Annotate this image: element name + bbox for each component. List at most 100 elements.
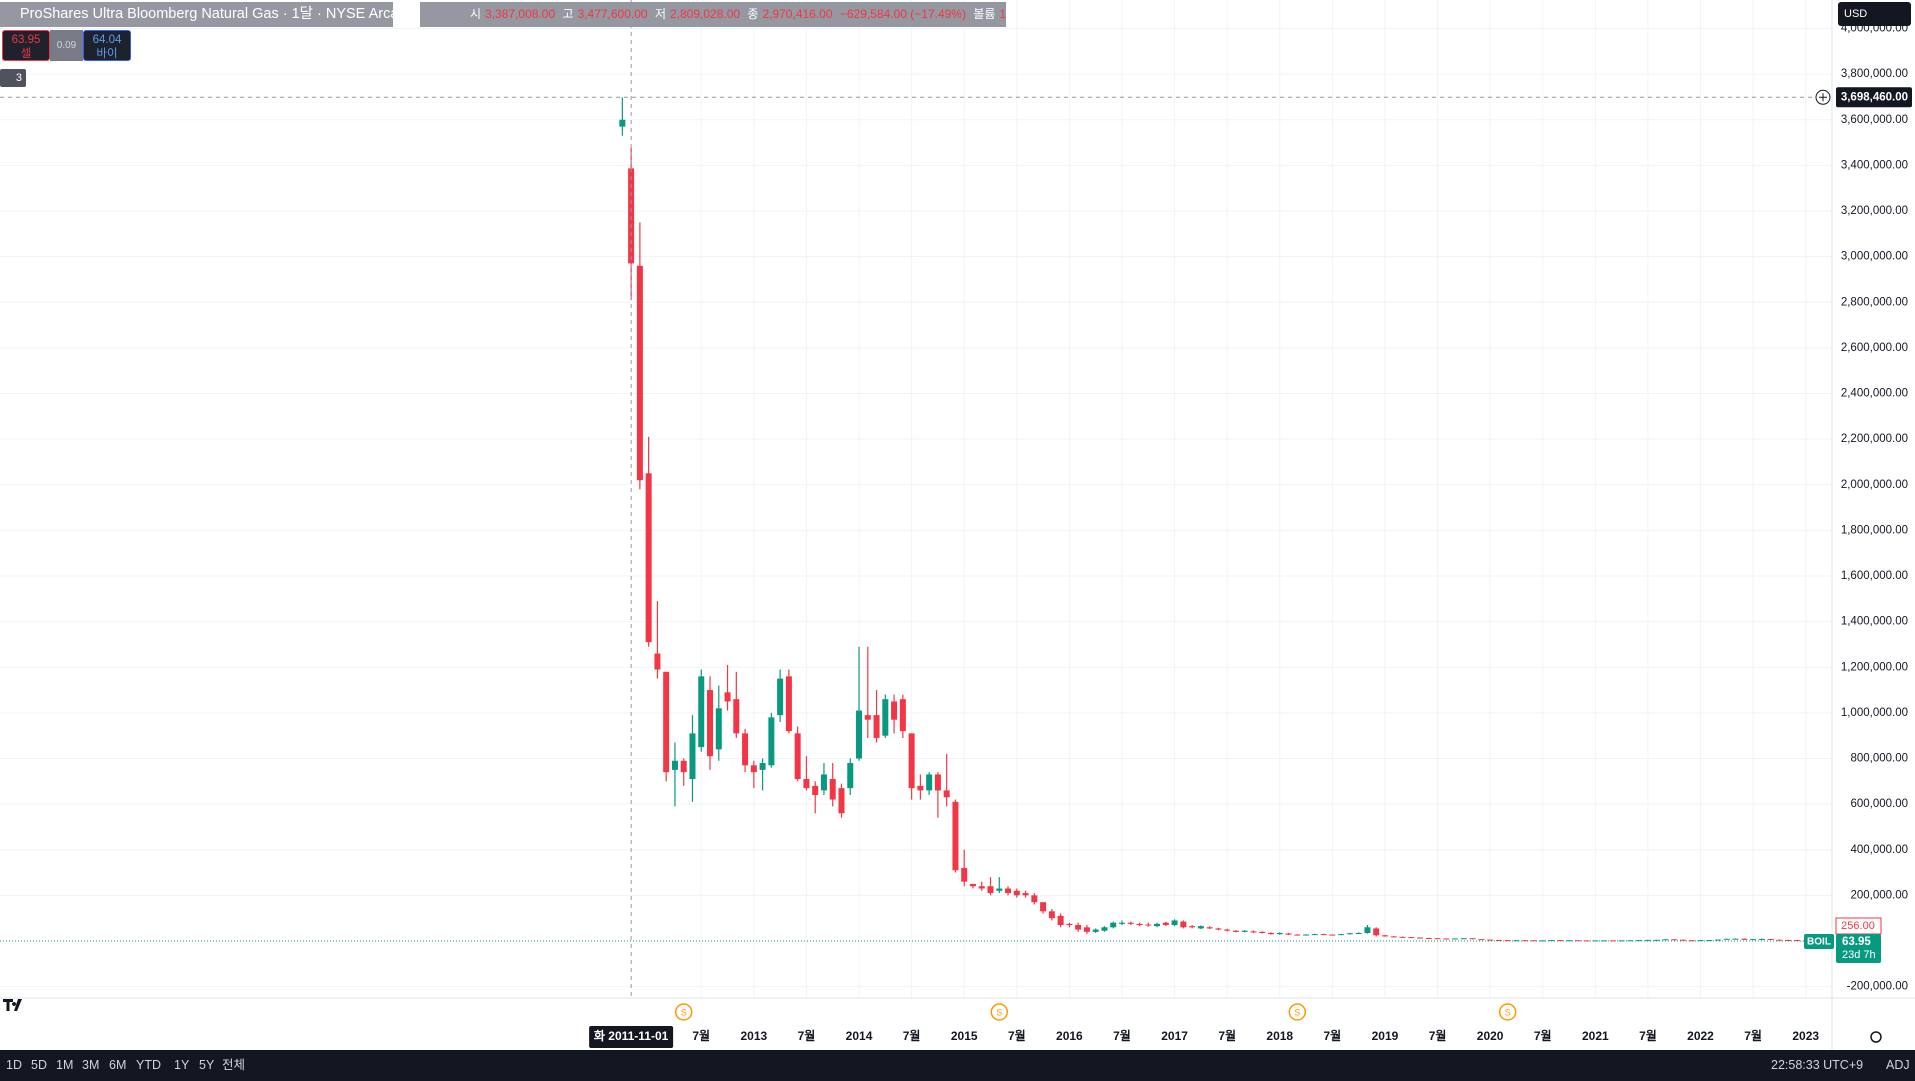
y-tick-label: 2,200,000.00 bbox=[1841, 433, 1908, 445]
buy-button[interactable]: 64.04 바이 bbox=[83, 30, 131, 61]
candle-body bbox=[1373, 928, 1380, 936]
candle-body bbox=[1417, 937, 1424, 939]
candle-body bbox=[1180, 921, 1187, 928]
candle-body bbox=[1171, 920, 1178, 926]
crosshair-y-label-bg bbox=[1836, 87, 1912, 108]
price-marker-label: 256.00 bbox=[1841, 920, 1875, 932]
buy-price: 64.04 bbox=[92, 34, 122, 46]
ohlc-key: 시 bbox=[470, 7, 482, 21]
candle-body bbox=[908, 733, 915, 789]
candle-body bbox=[1390, 936, 1397, 938]
candle-body bbox=[663, 671, 670, 773]
x-tick-label: 7월 bbox=[1744, 1028, 1762, 1043]
candle-body bbox=[847, 763, 854, 789]
x-tick-label: 7월 bbox=[1113, 1028, 1131, 1043]
candle-body bbox=[1311, 934, 1318, 936]
candle-body bbox=[1022, 893, 1029, 896]
ohlc-value: 2,970,416.00 bbox=[762, 7, 833, 21]
x-tick-label: 7월 bbox=[692, 1028, 710, 1043]
candle-body bbox=[1206, 927, 1213, 929]
candle-body bbox=[1715, 939, 1722, 941]
range-button[interactable]: 5D bbox=[31, 1058, 47, 1072]
buy-label: 바이 bbox=[96, 48, 118, 60]
candle-body bbox=[733, 699, 740, 734]
y-tick-label: 2,000,000.00 bbox=[1841, 479, 1908, 491]
x-tick-label: 7월 bbox=[903, 1028, 921, 1043]
candle-body bbox=[1268, 932, 1275, 935]
candle-body bbox=[873, 715, 880, 738]
candle-body bbox=[1495, 939, 1502, 941]
countdown-label: 23d 7h bbox=[1842, 949, 1876, 961]
range-button[interactable]: 1Y bbox=[174, 1058, 190, 1072]
candle-body bbox=[1653, 939, 1660, 941]
candle-body bbox=[1031, 895, 1038, 903]
candle-body bbox=[671, 760, 678, 770]
candle-body bbox=[1793, 940, 1800, 942]
event-marker bbox=[1288, 1003, 1307, 1021]
candle-body bbox=[969, 883, 976, 887]
candle-body bbox=[1040, 902, 1047, 912]
range-button[interactable]: 1D bbox=[6, 1058, 22, 1072]
candle-body bbox=[628, 168, 635, 264]
range-button[interactable]: 5Y bbox=[199, 1058, 215, 1072]
y-tick-label: 2,600,000.00 bbox=[1841, 342, 1908, 354]
sell-button[interactable]: 63.95 셀 bbox=[2, 30, 50, 61]
y-tick-label: 3,400,000.00 bbox=[1841, 159, 1908, 171]
currency-button[interactable]: USD bbox=[1838, 2, 1911, 26]
candle-body bbox=[891, 701, 898, 720]
candle-body bbox=[1487, 939, 1494, 941]
candle-body bbox=[882, 699, 889, 736]
candle-body bbox=[1197, 926, 1204, 929]
x-tick-label: 2017 bbox=[1161, 1029, 1188, 1043]
candle-body bbox=[1706, 940, 1713, 942]
spread: 0.09 bbox=[50, 30, 83, 61]
candle-body bbox=[1767, 939, 1774, 941]
y-tick-label: 400,000.00 bbox=[1850, 844, 1908, 856]
candle-body bbox=[1425, 938, 1432, 940]
candle-body bbox=[1662, 939, 1669, 941]
candle-body bbox=[1154, 923, 1161, 927]
candle-body bbox=[1522, 940, 1529, 942]
x-tick-label: 7월 bbox=[1429, 1028, 1447, 1043]
candle-body bbox=[1092, 929, 1099, 932]
candle-body bbox=[742, 733, 749, 766]
range-button[interactable]: 전체 bbox=[222, 1058, 246, 1072]
candle-body bbox=[1101, 927, 1108, 931]
candle-body bbox=[1460, 938, 1467, 940]
indicators-toggle[interactable]: 3 bbox=[0, 69, 26, 87]
range-button[interactable]: YTD bbox=[136, 1058, 161, 1072]
candle-body bbox=[943, 790, 950, 798]
y-tick-label: 1,000,000.00 bbox=[1841, 707, 1908, 719]
candle-body bbox=[1408, 937, 1415, 939]
candle-body bbox=[636, 265, 643, 481]
ohlc-legend: 시 3,387,008.00 고 3,477,600.00 저 2,809,028.0… bbox=[420, 2, 1006, 27]
candle-body bbox=[1443, 938, 1450, 940]
range-button[interactable]: 6M bbox=[109, 1058, 127, 1072]
candle-body bbox=[680, 760, 687, 773]
candle-body bbox=[1574, 940, 1581, 942]
candle-body bbox=[1785, 939, 1792, 941]
candle-body bbox=[1539, 940, 1546, 942]
x-tick-label: 2014 bbox=[846, 1029, 873, 1043]
bottom-toolbar: 22:58:33 UTC+9 ADJ 1D 5D 1M 3M 6M YTD 1Y 5Y 전체 bbox=[0, 1050, 1915, 1081]
crosshair-y-label: 3,698,460.00 bbox=[1841, 91, 1908, 103]
candle-body bbox=[1688, 940, 1695, 942]
ohlc-key: 고 bbox=[562, 7, 574, 21]
logo bbox=[3, 999, 22, 1011]
candle-body bbox=[1469, 938, 1476, 940]
event-marker-label: S bbox=[681, 1007, 687, 1017]
candle-body bbox=[978, 886, 985, 889]
candle-body bbox=[1303, 934, 1310, 936]
candle-body bbox=[1110, 922, 1117, 928]
crosshair-x-label-bg bbox=[589, 1026, 674, 1048]
range-button[interactable]: 3M bbox=[82, 1058, 100, 1072]
candle-body bbox=[1013, 890, 1020, 896]
candle-body bbox=[1776, 939, 1783, 941]
range-button[interactable]: 1M bbox=[56, 1058, 74, 1072]
candle-body bbox=[1513, 940, 1520, 942]
symbol-title[interactable]: ProShares Ultra Bloomberg Natural Gas · … bbox=[0, 2, 393, 27]
candle-body bbox=[829, 779, 836, 800]
adj-button[interactable]: ADJ bbox=[1886, 1058, 1910, 1072]
candle-body bbox=[1232, 930, 1239, 932]
